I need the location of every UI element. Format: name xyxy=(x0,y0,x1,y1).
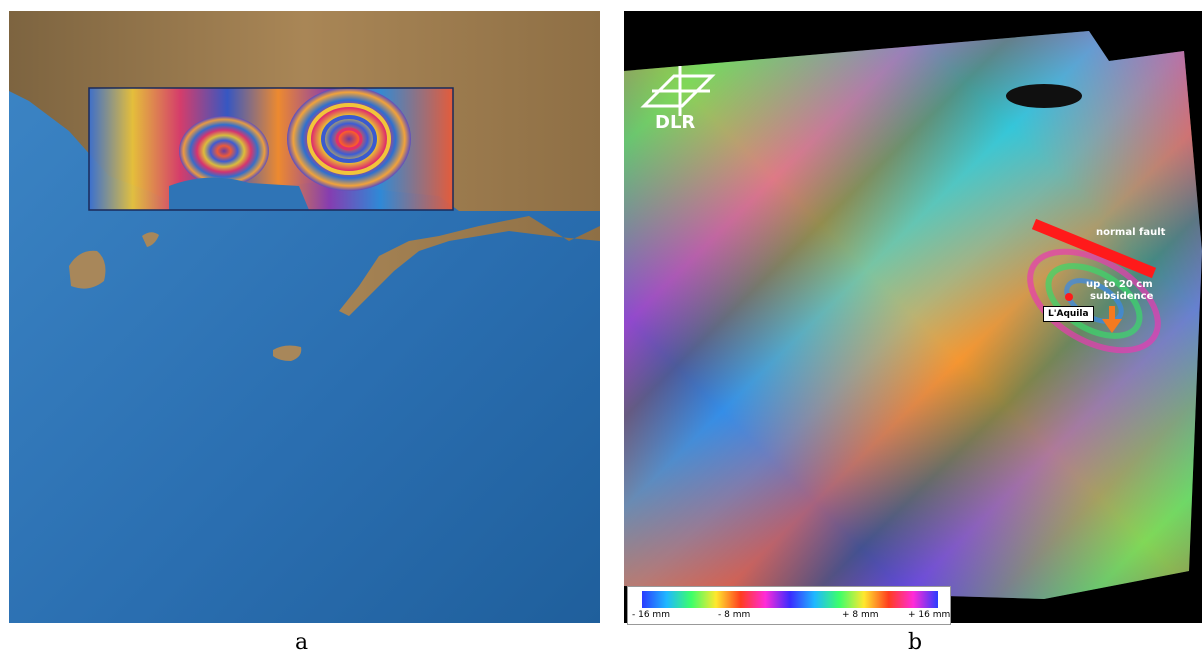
subsidence-label-line2: subsidence xyxy=(1090,291,1154,302)
sar-map-a xyxy=(9,11,600,623)
colorbar-tick: + 8 mm xyxy=(842,610,879,620)
colorbar-tick: - 16 mm xyxy=(632,610,670,620)
island-procida xyxy=(142,232,159,247)
colorbar: - 16 mm - 8 mm + 8 mm + 16 mm xyxy=(627,586,951,625)
interferogram-map-b xyxy=(624,11,1202,623)
colorbar-ramp xyxy=(642,591,938,608)
colorbar-tick: - 8 mm xyxy=(718,610,751,620)
land-peninsula xyxy=(9,11,600,316)
interferogram-overlay xyxy=(88,87,454,211)
subsidence-label-line1: up to 20 cm xyxy=(1086,279,1153,290)
sar-image-panel-a xyxy=(9,11,600,623)
normal-fault-label: normal fault xyxy=(1096,227,1166,238)
island-ischia xyxy=(69,250,106,289)
sar-image-panel-b xyxy=(624,11,1202,623)
caption-b: b xyxy=(908,630,923,655)
laquila-label: L'Aquila xyxy=(1043,306,1094,322)
dlr-logo-text: DLR xyxy=(655,112,696,133)
colorbar-tick: + 16 mm xyxy=(908,610,951,620)
caption-a: a xyxy=(295,630,309,655)
dlr-logo-icon xyxy=(640,66,716,116)
island-capri xyxy=(273,345,302,361)
lake xyxy=(1006,84,1082,108)
subsidence-arrow-icon xyxy=(1102,306,1122,333)
normal-fault-line xyxy=(1031,218,1157,279)
laquila-marker-icon xyxy=(1065,293,1073,301)
